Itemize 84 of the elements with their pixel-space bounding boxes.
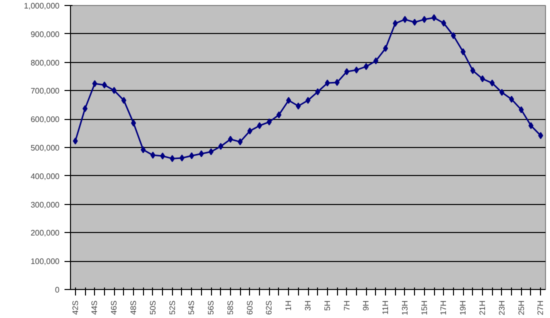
point (208, 148, 214, 156)
x-tick-label: 44S (90, 300, 100, 315)
point (315, 88, 320, 96)
point (383, 44, 388, 52)
point (402, 16, 408, 23)
point (441, 20, 446, 27)
x-tick-label: 25H (516, 300, 526, 316)
point (499, 88, 504, 96)
point (373, 57, 378, 64)
y-tick-label: 0 (55, 286, 60, 294)
x-tick-label: 19H (458, 300, 468, 316)
point (218, 142, 224, 150)
point (160, 152, 166, 160)
x-tick-label: 21H (478, 300, 487, 316)
point (490, 80, 495, 87)
x-tick-label: 46S (110, 300, 119, 315)
y-tick-label: 1,000,000 (24, 2, 60, 10)
y-tick-label: 100,000 (30, 257, 60, 266)
point (82, 105, 88, 112)
x-tick-label: 50S (148, 300, 158, 315)
y-tick-label: 600,000 (30, 115, 60, 124)
point (432, 14, 437, 22)
point (170, 155, 175, 162)
y-tick-label: 800,000 (30, 58, 60, 68)
x-tick-label: 7H (342, 300, 352, 311)
point (238, 138, 243, 146)
point (150, 152, 156, 159)
point (518, 106, 524, 114)
x-tick-label: 52S (168, 300, 177, 315)
x-tick-label: 1H (284, 300, 294, 311)
point (364, 63, 369, 70)
y-tick-label: 400,000 (30, 172, 60, 181)
point (102, 82, 107, 89)
point (412, 18, 418, 26)
point (324, 80, 330, 87)
point (450, 32, 456, 40)
point (528, 122, 534, 130)
x-tick-label: 27H (536, 300, 546, 316)
y-tick-label: 200,000 (30, 228, 60, 238)
point (286, 96, 292, 104)
point (198, 150, 204, 158)
point (121, 96, 126, 104)
point (334, 78, 340, 86)
point (460, 48, 466, 56)
x-tick-label: 5H (322, 300, 332, 311)
point (296, 102, 301, 110)
point (354, 66, 359, 74)
point (422, 16, 427, 23)
point (392, 20, 398, 27)
x-tick-label: 15H (420, 300, 429, 316)
y-tick-label: 900,000 (30, 30, 60, 39)
x-tick-label: 9H (362, 300, 371, 311)
point (92, 80, 98, 88)
x-tick-label: 58S (226, 300, 235, 315)
x-tick-label: 13H (400, 300, 410, 316)
point (344, 68, 350, 76)
point (179, 154, 184, 162)
point (470, 67, 476, 74)
point (112, 86, 117, 94)
x-tick-label: 54S (187, 300, 196, 315)
x-tick-label: 62S (264, 300, 274, 315)
point (276, 111, 282, 118)
x-tick-label: 42S (70, 300, 80, 315)
x-tick-label: 3H (304, 300, 312, 311)
x-tick-label: 23H (497, 300, 506, 316)
point (538, 132, 544, 140)
point (247, 128, 252, 135)
y-tick-label: 500,000 (30, 144, 60, 152)
y-tick-label: 700,000 (30, 86, 60, 96)
x-tick-label: 60S (245, 300, 254, 315)
x-tick-label: 11H (381, 300, 390, 315)
y-tick-label: 300,000 (30, 200, 60, 210)
x-tick-label: 48S (129, 300, 138, 315)
point (480, 75, 485, 82)
x-tick-label: 17H (439, 300, 448, 316)
point (131, 120, 136, 127)
point (228, 136, 233, 143)
point (189, 152, 194, 160)
point (266, 118, 272, 126)
x-tick-label: 56S (206, 300, 216, 315)
point (72, 137, 78, 144)
point (509, 96, 514, 103)
point (140, 146, 146, 154)
point (257, 122, 262, 130)
